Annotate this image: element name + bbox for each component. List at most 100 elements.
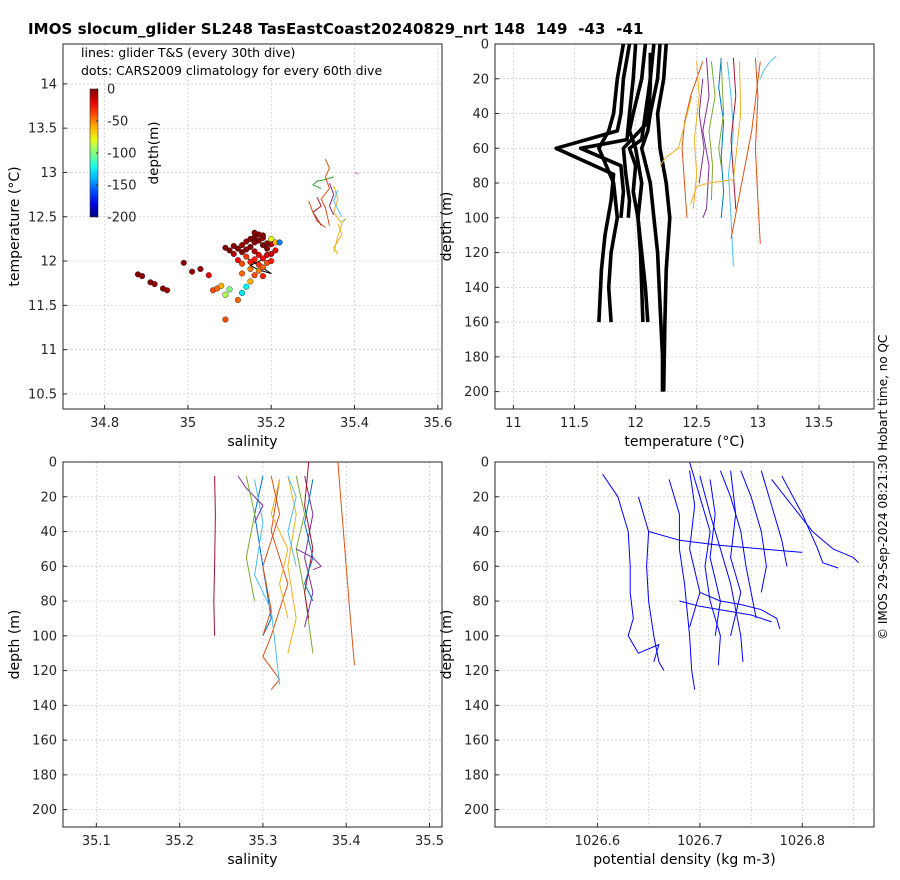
glider-profile-line	[262, 475, 281, 636]
y-tick-label: 180	[464, 350, 489, 365]
y-tick-label: 80	[40, 595, 57, 610]
climatology-dot	[268, 235, 275, 242]
glider-profile-line	[781, 475, 839, 569]
y-tick-label: 200	[464, 385, 489, 400]
temperature-depth-panel: 11 11.5 12 12.5 13 13.5 0 20 40 60 80 100 120 140 160 1…	[439, 38, 875, 450]
glider-profile-line	[689, 462, 721, 666]
y-axis-label: depth (m)	[7, 610, 23, 680]
y-tick-label: 12	[40, 255, 57, 270]
climatology-dot	[234, 245, 241, 252]
climatology-dot	[247, 258, 254, 265]
glider-profile-line	[689, 470, 701, 628]
annotation-text: lines: glider T&S (every 30th dive)	[81, 45, 295, 60]
y-tick-label: 100	[464, 629, 489, 644]
x-tick-label: 35.2	[165, 834, 194, 849]
y-tick-label: 160	[32, 734, 57, 749]
climatology-dot	[247, 266, 254, 273]
y-tick-label: 0	[49, 456, 57, 471]
glider-profile-line	[333, 185, 343, 253]
y-tick-label: 20	[472, 490, 489, 505]
y-tick-label: 11.5	[28, 299, 57, 314]
y-tick-label: 13	[40, 166, 57, 181]
climatology-dot	[243, 253, 250, 260]
plot-area	[602, 462, 859, 690]
glider-profile-line	[254, 479, 281, 685]
climatology-profile-line	[554, 44, 632, 323]
glider-profile-line	[708, 61, 716, 201]
climatology-dot	[272, 247, 279, 254]
glider-profile-line	[726, 61, 734, 267]
glider-profile-line	[692, 61, 700, 210]
x-tick-label: 12.5	[682, 416, 711, 431]
annotation-text: dots: CARS2009 climatology for every 60t…	[81, 63, 382, 78]
glider-profile-line	[771, 479, 859, 564]
colorbar-tick-label: -100	[107, 147, 137, 162]
glider-profile-line	[681, 61, 704, 218]
climatology-profile-line	[655, 44, 672, 392]
y-tick-label: 0	[481, 38, 489, 53]
y-tick-label: 40	[472, 107, 489, 122]
x-tick-label: 11	[505, 416, 522, 431]
axes-frame	[494, 461, 875, 828]
plot-area	[213, 462, 355, 691]
glider-profile-line	[668, 479, 696, 690]
figure-title: IMOS slocum_glider SL248 TasEastCoast202…	[28, 20, 644, 38]
y-tick-label: 20	[472, 72, 489, 87]
y-tick-label: 200	[464, 803, 489, 818]
climatology-dot	[218, 282, 225, 289]
colorbar-tick-label: -200	[107, 211, 137, 226]
glider-profile-line	[287, 475, 297, 654]
glider-profile-line	[760, 470, 788, 567]
climatology-dot	[197, 266, 204, 273]
y-tick-label: 60	[40, 560, 57, 575]
y-tick-label: 120	[32, 664, 57, 679]
climatology-dot	[259, 264, 266, 271]
climatology-dot	[259, 255, 266, 262]
climatology-dot	[251, 248, 258, 255]
glider-profile-line	[709, 479, 721, 636]
climatology-dot	[226, 247, 233, 254]
x-axis-label: salinity	[227, 852, 277, 868]
x-tick-label: 34.8	[90, 416, 119, 431]
y-tick-label: 20	[40, 490, 57, 505]
y-tick-label: 200	[32, 803, 57, 818]
x-axis-label: salinity	[227, 434, 277, 450]
y-tick-label: 100	[32, 629, 57, 644]
climatology-dot	[247, 278, 254, 285]
axes-frame	[62, 43, 443, 410]
glider-profile-line	[308, 200, 326, 228]
salinity-depth-panel: 35.1 35.2 35.3 35.4 35.5 0 20 40 60 80 100 120 140 16…	[7, 456, 444, 869]
climatology-profile-line	[639, 44, 665, 392]
glider-profile-line	[698, 78, 705, 184]
climatology-dot	[268, 250, 275, 257]
climatology-dot	[239, 270, 246, 277]
climatology-dot	[251, 229, 258, 236]
y-tick-label: 11	[40, 343, 57, 358]
climatology-dot	[276, 239, 283, 246]
y-axis-label: depth (m)	[439, 192, 455, 262]
x-tick-label: 13.5	[805, 416, 834, 431]
climatology-dot	[259, 273, 266, 280]
glider-profile-line	[262, 479, 289, 691]
glider-profile-line	[287, 475, 297, 567]
y-tick-label: 13.5	[28, 122, 57, 137]
climatology-dot	[189, 268, 196, 275]
glider-profile-line	[270, 479, 289, 619]
glider-profile-line	[602, 473, 660, 663]
x-axis-label: potential density (kg m-3)	[593, 852, 775, 868]
y-tick-label: 60	[472, 142, 489, 157]
climatology-dot	[255, 267, 262, 274]
y-tick-label: 60	[472, 560, 489, 575]
glider-profile-line	[754, 57, 761, 244]
y-tick-label: 140	[464, 699, 489, 714]
y-tick-label: 10.5	[28, 387, 57, 402]
climatology-dot	[222, 316, 229, 323]
x-tick-label: 12	[627, 416, 644, 431]
glider-profile-line	[690, 61, 742, 205]
x-tick-label: 35.3	[248, 834, 277, 849]
colorbar-label: depth(m)	[146, 122, 162, 185]
glider-profile-line	[333, 190, 343, 218]
x-tick-label: 1026.8	[780, 834, 826, 849]
glider-profile-line	[699, 591, 781, 630]
y-tick-label: 180	[464, 768, 489, 783]
